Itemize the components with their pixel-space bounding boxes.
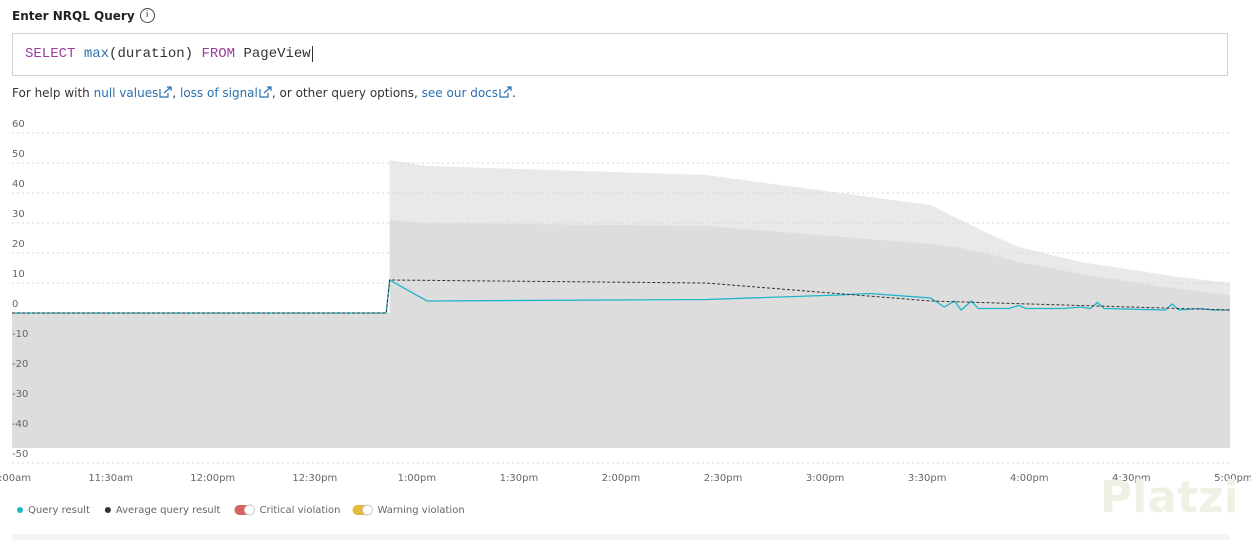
help-link[interactable]: loss of signal (180, 86, 258, 100)
query-text: SELECT max(duration) FROM PageView (25, 46, 313, 62)
x-tick-label: 1:00pm (398, 473, 437, 484)
legend-label: Average query result (116, 505, 221, 516)
query-input[interactable]: SELECT max(duration) FROM PageView (12, 33, 1228, 76)
y-tick-label: 40 (12, 179, 25, 190)
y-tick-label: 30 (12, 209, 25, 220)
series-line (12, 278, 1230, 314)
band-area (12, 313, 1230, 448)
query-token: SELECT (25, 46, 76, 62)
x-tick-label: 12:30pm (292, 473, 337, 484)
y-tick-label: 20 (12, 239, 25, 250)
y-tick-label: 0 (12, 299, 18, 310)
help-prefix: For help with (12, 86, 90, 100)
x-tick-label: 2:30pm (704, 473, 743, 484)
help-sep: , or other query options, (271, 86, 418, 100)
query-token: max (83, 46, 110, 62)
x-tick-label: 4:00pm (1010, 473, 1049, 484)
legend-toggle-knob (362, 504, 373, 516)
y-tick-label: -30 (12, 389, 28, 400)
chart: 60 50 40 30 20 10 0 -10 -20 -30 -40 -50 11:00am 11:30… (0, 119, 1251, 523)
y-tick-label: 10 (12, 269, 25, 280)
y-tick-label: -40 (12, 419, 28, 430)
x-tick-label: 3:00pm (806, 473, 845, 484)
help-sep: , (172, 86, 177, 100)
help-link[interactable]: null values (93, 86, 159, 100)
x-tick-label: 11:30am (88, 473, 133, 484)
y-tick-label: -20 (12, 359, 28, 370)
legend-toggle-knob (243, 504, 255, 516)
info-icon[interactable]: i (139, 8, 155, 23)
band-area (389, 220, 1230, 313)
help-suffix: . (512, 86, 516, 100)
query-token: PageView (243, 46, 311, 62)
query-token: FROM (201, 46, 236, 62)
x-tick-label: 4:30pm (1112, 473, 1151, 484)
legend-dot (17, 507, 23, 513)
x-tick-label: 3:30pm (908, 473, 947, 484)
x-tick-label: 2:00pm (602, 473, 641, 484)
watermark: Platzi (1100, 472, 1239, 523)
header-label: Enter NRQL Query (12, 8, 135, 23)
query-header: Enter NRQL Query i (12, 8, 155, 23)
x-tick-label: 11:00am (0, 473, 31, 484)
legend-label: Critical violation (259, 505, 340, 516)
help-link[interactable]: see our docs (421, 86, 499, 100)
legend-dot (104, 507, 111, 513)
help-text: For help with null values, loss of signa… (12, 86, 516, 100)
legend-label: Warning violation (378, 505, 465, 516)
y-tick-label: 50 (12, 149, 25, 160)
y-tick-label: -50 (12, 449, 28, 460)
footer-strip (12, 534, 1230, 540)
series-line (12, 279, 1230, 314)
x-tick-label: 5:00pm (1214, 473, 1251, 484)
y-tick-label: -10 (12, 329, 28, 340)
y-tick-label: 60 (12, 119, 25, 130)
x-tick-label: 1:30pm (500, 473, 539, 484)
x-tick-label: 12:00pm (190, 473, 235, 484)
legend-label: Query result (28, 505, 90, 516)
query-token: (duration) (109, 46, 194, 62)
